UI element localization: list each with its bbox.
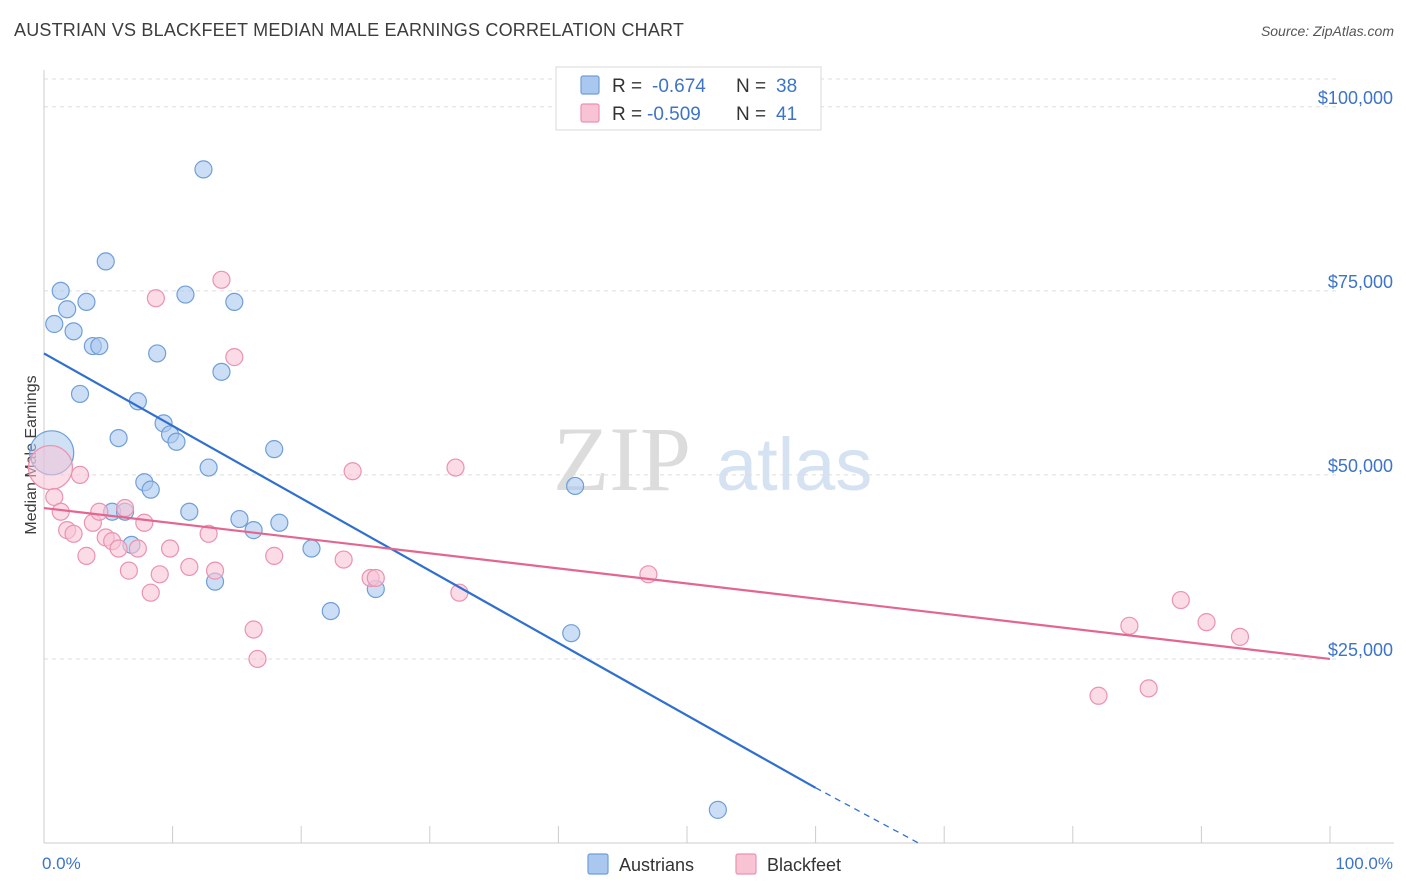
austrians-point-2: [51, 281, 70, 300]
blackfeet-point-21: [199, 524, 218, 543]
blackfeet-point-35: [1089, 686, 1108, 705]
blackfeet-point-4: [64, 524, 83, 543]
austrians-point-31: [270, 513, 289, 532]
correlation-legend: R = -0.674 N = 38 R = -0.509 N = 41: [555, 66, 822, 131]
austrians-point-16: [141, 480, 160, 499]
austrians-point-30: [265, 440, 284, 459]
blackfeet-point-18: [150, 565, 169, 584]
series-legend: Austrians Blackfeet: [587, 853, 841, 875]
austrians-trendline: [43, 352, 817, 789]
austrians-point-28: [230, 509, 249, 529]
blackfeet-point-36: [1120, 616, 1139, 635]
austrians-point-32: [302, 539, 321, 558]
austrians-point-23: [194, 160, 213, 179]
blackfeet-point-28: [334, 550, 353, 569]
blackfeet-point-40: [1230, 627, 1250, 646]
austrians-point-22: [180, 502, 199, 521]
austrians-point-33: [321, 601, 340, 621]
legend-r-label-blackfeet: R =: [612, 104, 642, 125]
austrians-trendline-extension: [815, 787, 919, 844]
gridlines: [44, 78, 1336, 660]
series-legend-label-austrians: Austrians: [619, 855, 694, 875]
legend-r-label-austrians: R =: [612, 76, 642, 97]
y-tick-label-3: $100,000: [1318, 88, 1393, 108]
legend-swatch-austrians: [580, 75, 600, 95]
blackfeet-point-8: [90, 502, 109, 521]
austrians-point-4: [64, 322, 83, 341]
blackfeet-point-19: [160, 539, 180, 558]
blackfeet-point-23: [212, 270, 231, 289]
watermark-atlas: atlas: [716, 423, 872, 506]
blackfeet-point-32: [446, 458, 465, 477]
austrians-point-20: [167, 432, 186, 451]
blackfeet-point-31: [366, 568, 385, 588]
series-legend-label-blackfeet: Blackfeet: [767, 855, 841, 875]
y-tick-label-1: $50,000: [1328, 456, 1393, 476]
legend-n-value-austrians: 38: [776, 76, 797, 97]
blackfeet-point-15: [135, 513, 154, 532]
austrians-point-35: [566, 476, 585, 496]
blackfeet-point-20: [180, 557, 199, 577]
series-legend-swatch-blackfeet: [735, 853, 757, 875]
legend-r-value-austrians: -0.674: [652, 76, 706, 97]
legend-n-value-blackfeet: 41: [776, 104, 797, 125]
blackfeet-trendline: [43, 506, 1331, 661]
x-tick-label-max: 100.0%: [1335, 854, 1393, 873]
austrians-point-11: [109, 428, 128, 448]
chart-title: AUSTRIAN VS BLACKFEET MEDIAN MALE EARNIN…: [14, 20, 685, 40]
blackfeet-point-38: [1171, 590, 1190, 610]
austrians-point-29: [244, 521, 263, 540]
legend-n-label-blackfeet: N =: [736, 104, 766, 125]
blackfeet-point-0: [27, 444, 74, 491]
austrians-point-27: [225, 292, 244, 311]
blackfeet-points: [27, 270, 1250, 705]
trendlines: [43, 352, 1331, 844]
austrians-point-24: [199, 458, 218, 477]
austrians-point-3: [58, 300, 77, 319]
blackfeet-point-37: [1139, 679, 1158, 698]
austrians-point-36: [562, 624, 581, 643]
blackfeet-point-24: [225, 348, 244, 367]
austrians-point-9: [96, 252, 115, 271]
austrians-point-1: [45, 314, 64, 334]
blackfeet-point-13: [119, 561, 138, 580]
blackfeet-point-14: [128, 539, 147, 558]
legend-n-label-austrians: N =: [736, 76, 766, 97]
austrians-point-6: [77, 292, 96, 311]
blackfeet-point-12: [115, 498, 135, 518]
legend-box: [555, 66, 822, 131]
watermark: ZIP atlas: [553, 408, 872, 510]
austrians-point-21: [176, 285, 195, 304]
blackfeet-point-39: [1197, 613, 1216, 632]
source-credit: Source: ZipAtlas.com: [1260, 23, 1394, 39]
y-tick-label-2: $75,000: [1328, 272, 1393, 292]
legend-swatch-blackfeet: [580, 103, 600, 123]
series-legend-swatch-austrians: [587, 853, 609, 875]
austrians-point-8: [90, 336, 109, 356]
blackfeet-point-6: [77, 546, 96, 565]
legend-r-value-blackfeet: -0.509: [647, 104, 701, 125]
blackfeet-point-16: [141, 583, 160, 602]
blackfeet-point-26: [248, 649, 267, 669]
blackfeet-point-25: [244, 620, 263, 639]
austrians-point-26: [212, 362, 231, 381]
austrians-point-37: [708, 800, 727, 819]
blackfeet-point-22: [205, 561, 225, 580]
x-tick-label-min: 0.0%: [42, 854, 81, 873]
x-tick-labels: 0.0% 100.0%: [42, 854, 1393, 873]
blackfeet-point-5: [70, 465, 90, 485]
austrians-point-5: [70, 384, 90, 404]
blackfeet-point-17: [146, 289, 165, 308]
y-tick-label-0: $25,000: [1328, 640, 1393, 660]
blackfeet-point-11: [109, 539, 128, 558]
austrians-point-17: [148, 344, 167, 363]
y-tick-labels: $25,000 $50,000 $75,000 $100,000: [1318, 88, 1393, 660]
blackfeet-point-29: [343, 462, 362, 481]
blackfeet-point-27: [265, 546, 284, 565]
